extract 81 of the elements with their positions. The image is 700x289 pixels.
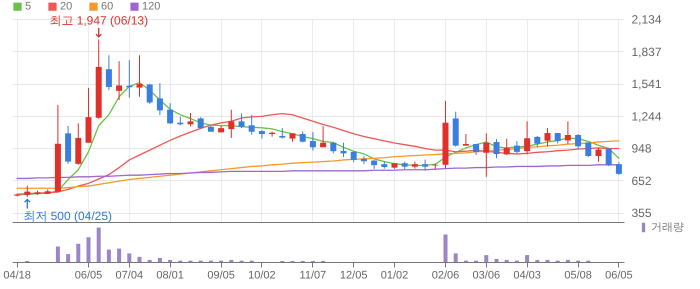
candlestick [534,135,540,148]
x-tick-label: 03/06 [472,270,500,282]
candlestick [320,126,326,148]
y-tick-label: 1,541 [632,77,662,92]
candlestick [554,132,561,144]
candlestick [228,109,234,138]
bar [525,255,530,262]
x-tick-label: 05/08 [564,270,592,282]
candlestick [473,144,480,156]
y-tick-label: 1,837 [632,44,662,59]
line-series [16,112,620,195]
legend-label: 20 [60,0,72,13]
x-tick-label: 07/04 [116,270,144,282]
bar [454,253,458,262]
x-tick-label: 01/02 [380,270,408,282]
candlestick [146,83,153,104]
legend-label: 120 [142,0,160,13]
candlestick [350,150,357,163]
x-tick-label: 06/05 [605,270,633,282]
candlestick [483,132,490,178]
y-tick-label: 1,244 [632,109,662,124]
bar [117,248,122,262]
candlestick [24,185,30,198]
candlestick [575,134,582,150]
candlestick [188,112,194,127]
bar [76,244,80,262]
candlestick [126,60,132,98]
candlestick [279,128,286,140]
candlestick [198,116,204,130]
candlestick [116,60,122,101]
bar [138,256,142,262]
candlestick [156,82,163,116]
bar [56,246,60,262]
candlestick [544,128,550,148]
y-tick-label: 652 [632,174,652,188]
x-tick-label: 04/18 [3,270,31,282]
candlestick [371,159,378,170]
annotation: 최고 1,947 (06/13) [49,13,148,28]
bar [86,237,90,262]
y-tick-label: 2,134 [632,12,662,26]
y-tick-label: 948 [632,142,652,156]
x-tick-label: 06/05 [74,270,102,282]
legend-label: 거래량 [651,222,684,234]
candlestick [514,140,520,154]
candlestick [330,142,336,154]
bar [127,253,132,262]
bar [494,258,498,262]
x-tick-label: 11/07 [300,270,326,282]
candlestick [494,138,500,159]
candlestick [585,142,592,158]
candlestick [238,113,244,129]
candlestick [136,54,142,98]
bar [484,255,488,262]
legend-label: 5 [25,0,32,13]
candlestick [422,159,428,172]
bar [96,228,101,262]
x-tick-label: 12/05 [340,270,368,282]
annotation: 최저 500 (04/25) [23,208,112,223]
x-tick-label: 08/01 [156,270,184,282]
candlestick [106,54,112,91]
candlestick [616,162,622,176]
candlestick [340,142,346,158]
bar [106,250,111,262]
bar [444,234,448,262]
y-tick-label: 355 [632,206,652,220]
candlestick [310,132,316,152]
candlestick [606,148,612,167]
x-tick-label: 04/03 [513,270,541,282]
x-tick-label: 02/06 [432,270,460,282]
candlestick [564,120,571,145]
x-tick-label: 09/05 [207,270,235,282]
candlestick [248,114,255,136]
x-tick-label: 10/02 [248,270,276,282]
candlestick [300,130,306,143]
legend-label: 60 [101,0,114,13]
candlestick [504,138,510,156]
candlestick [596,147,602,162]
candlestick [524,120,530,155]
bar [158,258,162,262]
bar [66,254,70,262]
candlestick [167,102,174,124]
